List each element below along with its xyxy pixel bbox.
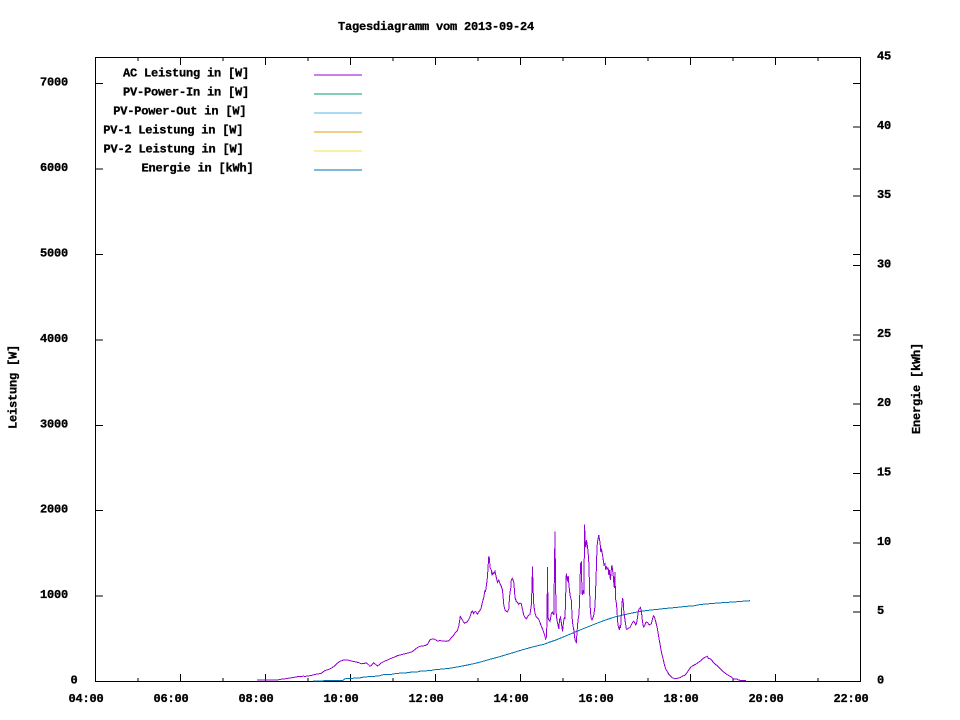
svg-text:22:00: 22:00: [833, 692, 868, 706]
svg-text:Leistung [W]: Leistung [W]: [7, 345, 21, 429]
svg-text:20: 20: [877, 396, 891, 410]
svg-text:2000: 2000: [40, 503, 68, 517]
svg-text:0: 0: [70, 674, 77, 688]
svg-text:Energie in [kWh]: Energie in [kWh]: [142, 162, 254, 176]
svg-text:04:00: 04:00: [68, 692, 103, 706]
svg-text:40: 40: [877, 119, 891, 133]
svg-text:25: 25: [877, 327, 891, 341]
svg-text:15: 15: [877, 466, 891, 480]
svg-text:AC Leistung in [W]: AC Leistung in [W]: [123, 67, 249, 81]
svg-text:5: 5: [877, 604, 884, 618]
svg-text:Energie [kWh]: Energie [kWh]: [910, 343, 924, 434]
svg-text:10: 10: [877, 535, 891, 549]
svg-text:3000: 3000: [40, 417, 68, 431]
svg-text:45: 45: [877, 50, 891, 64]
svg-text:4000: 4000: [40, 332, 68, 346]
svg-text:16:00: 16:00: [578, 692, 613, 706]
svg-text:12:00: 12:00: [408, 692, 443, 706]
svg-text:PV-2 Leistung in [W]: PV-2 Leistung in [W]: [104, 143, 244, 157]
svg-text:7000: 7000: [40, 76, 68, 90]
svg-text:Tagesdiagramm vom 2013-09-24: Tagesdiagramm vom 2013-09-24: [338, 20, 534, 34]
svg-text:08:00: 08:00: [238, 692, 273, 706]
svg-text:PV-1 Leistung in [W]: PV-1 Leistung in [W]: [103, 124, 243, 138]
svg-text:6000: 6000: [40, 161, 68, 175]
svg-text:35: 35: [877, 188, 891, 202]
svg-text:14:00: 14:00: [493, 692, 528, 706]
svg-text:18:00: 18:00: [663, 692, 698, 706]
svg-text:10:00: 10:00: [323, 692, 358, 706]
svg-text:20:00: 20:00: [748, 692, 783, 706]
svg-text:5000: 5000: [40, 247, 68, 261]
svg-text:30: 30: [877, 258, 891, 272]
svg-text:PV-Power-Out in [W]: PV-Power-Out in [W]: [113, 105, 246, 119]
svg-text:06:00: 06:00: [153, 692, 188, 706]
svg-text:1000: 1000: [40, 588, 68, 602]
svg-text:0: 0: [877, 674, 884, 688]
svg-text:PV-Power-In in [W]: PV-Power-In in [W]: [123, 86, 249, 100]
